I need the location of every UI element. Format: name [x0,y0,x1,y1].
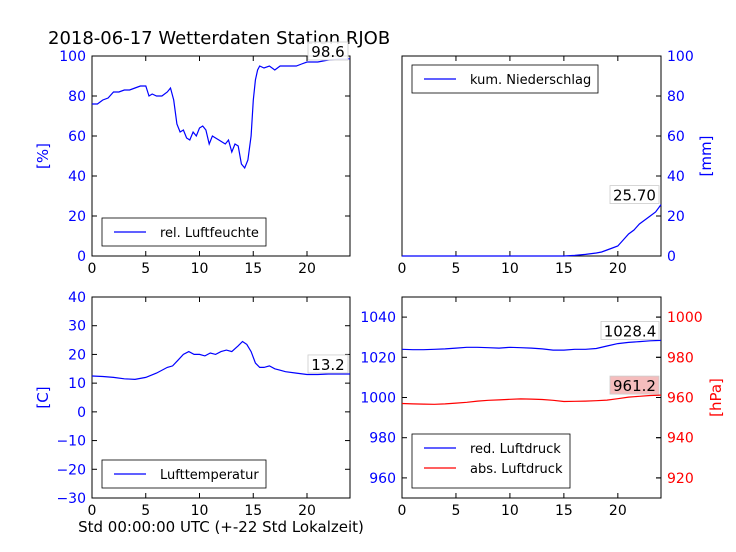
bottom-right-series-line-0 [401,339,662,351]
top-right-legend-entry: kum. Niederschlag [470,73,591,88]
top-left-ytick-label: 60 [68,129,86,145]
bottom-right-annotation: 961.2 [613,377,656,395]
top-left-ylabel: [%] [34,143,52,169]
bottom-left-xtick-label: 10 [191,503,209,519]
bottom-left-ytick-label: 0 [77,405,86,421]
bottom-right-annotation-box [600,321,660,340]
bottom-left-xtick-label: 15 [244,503,262,519]
bottom-right-xtick-label: 0 [398,503,407,519]
bottom-right-ytick-label: 1000 [360,391,396,407]
top-left-ytick-label: 100 [59,49,86,65]
bottom-right-legend-entry: abs. Luftdruck [470,462,563,477]
bottom-left-annotation-box [307,354,349,374]
top-right-ytick-label: 0 [667,249,676,265]
top-left-xtick-label: 20 [298,261,316,277]
bottom-left-ytick-label: 20 [68,347,86,363]
bottom-right-ytick-right-label: 940 [667,431,694,447]
bottom-left-annotation: 13.2 [311,356,344,374]
top-left-xtick-label: 5 [141,261,150,277]
top-left-xtick-label: 15 [244,261,262,277]
bottom-right-ytick-label: 980 [369,431,396,447]
top-right-xtick-label: 0 [398,261,407,277]
bottom-right-ytick-label: 1020 [360,350,396,366]
top-right-ytick-label: 40 [667,169,685,185]
bottom-right-xtick-label: 15 [555,503,573,519]
top-left-ytick-label: 40 [68,169,86,185]
bottom-left-xlabel: Std 00:00:00 UTC (+-22 Std Lokalzeit) [78,518,364,536]
top-right-annotation: 25.70 [613,187,656,205]
top-right-ylabel: [mm] [697,136,715,177]
top-right-ytick-label: 60 [667,129,685,145]
bottom-right-ylabel: [hPa] [707,378,725,417]
bottom-right-ytick-right-label: 960 [667,391,694,407]
top-right-xtick-label: 15 [555,261,573,277]
bottom-left-xtick-label: 20 [298,503,316,519]
bottom-right-annotation: 1028.4 [604,322,657,340]
bottom-left-ytick-label: 10 [68,376,86,392]
bottom-left-ytick-label: −10 [56,434,86,450]
bottom-left-ytick-label: 30 [68,319,86,335]
bottom-left-ylabel: [C] [34,386,52,408]
top-left-xtick-label: 0 [88,261,97,277]
top-right-xtick-label: 10 [501,261,519,277]
top-right-legend-box [411,64,599,94]
top-left-annotation: 98.6 [311,43,344,61]
top-right-series-line-0 [402,204,662,257]
top-left-xtick-label: 10 [191,261,209,277]
top-right-ytick-label: 20 [667,209,685,225]
top-left-ytick-label: 80 [68,89,86,105]
bottom-right-xtick-label: 20 [609,503,627,519]
bottom-right-ytick-right-label: 1000 [667,310,703,326]
bottom-left-legend-entry: Lufttemperatur [160,468,259,483]
top-right-ytick-label: 100 [667,49,694,65]
bottom-left-ytick-label: −30 [56,491,86,507]
top-left-legend-entry: rel. Luftfeuchte [160,226,259,241]
bottom-left-xtick-label: 0 [88,503,97,519]
bottom-right-ytick-right-label: 980 [667,350,694,366]
top-left-series-line-0 [92,58,351,170]
bottom-left-xtick-label: 5 [141,503,150,519]
bottom-right-series-line-1 [401,394,662,405]
bottom-right-ytick-right-label: 920 [667,471,694,487]
bottom-left-ytick-label: −20 [56,462,86,478]
bottom-right-annotation-box [609,375,660,395]
bottom-right-legend-box [411,433,571,489]
bottom-right-ytick-label: 960 [369,471,396,487]
top-right-xtick-label: 5 [451,261,460,277]
top-right-annotation-box [609,185,660,205]
top-left-ytick-label: 20 [68,209,86,225]
top-left-annotation-box [307,41,349,61]
top-left-ytick-label: 0 [77,249,86,265]
top-right-xtick-label: 20 [609,261,627,277]
bottom-left-legend-box [101,459,267,489]
bottom-right-xtick-label: 5 [451,503,460,519]
bottom-left-series-line-0 [91,340,350,381]
bottom-right-xtick-label: 10 [501,503,519,519]
chart-title: 2018-06-17 Wetterdaten Station RJOB [48,28,390,49]
bottom-right-ytick-label: 1040 [360,310,396,326]
top-right-ytick-label: 80 [667,89,685,105]
bottom-left-ytick-label: 40 [68,290,86,306]
bottom-right-legend-entry: red. Luftdruck [470,442,561,457]
